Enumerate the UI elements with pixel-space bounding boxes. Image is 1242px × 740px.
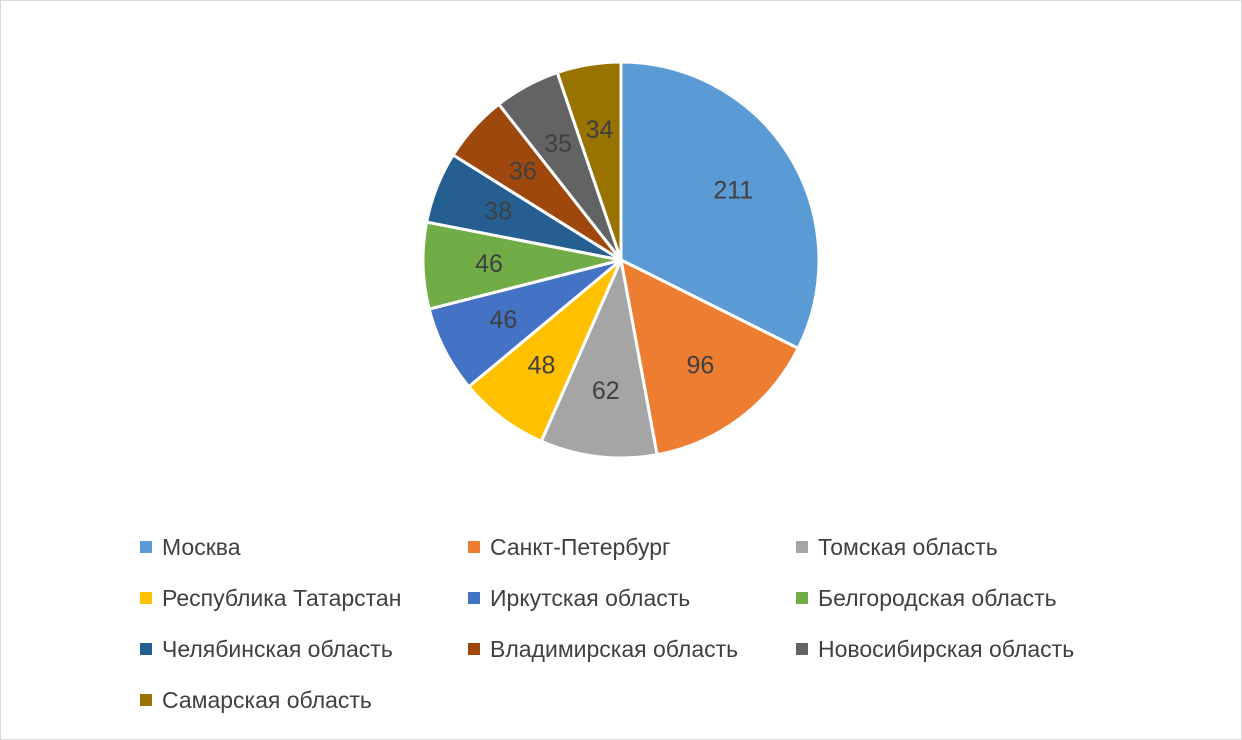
legend-swatch <box>140 592 152 604</box>
legend-label: Республика Татарстан <box>162 584 402 611</box>
legend-swatch <box>796 592 808 604</box>
legend-label: Москва <box>162 533 241 560</box>
legend-label: Владимирская область <box>490 635 739 662</box>
data-label: 46 <box>475 250 503 278</box>
legend-item: Иркутская область <box>468 579 796 617</box>
pie-slice <box>619 258 800 457</box>
data-label: 48 <box>528 351 556 379</box>
legend-item: Владимирская область <box>468 630 796 668</box>
legend-swatch <box>796 643 808 655</box>
chart-legend: Москва Санкт-Петербург Томская область Респ… <box>140 528 1126 732</box>
legend-label: Санкт-Петербург <box>490 533 671 560</box>
legend-item: Санкт-Петербург <box>468 528 796 566</box>
legend-label: Иркутская область <box>490 584 691 611</box>
legend-item: Новосибирская область <box>796 630 1126 668</box>
data-label: 35 <box>544 130 572 158</box>
legend-label: Новосибирская область <box>818 635 1075 662</box>
legend-swatch <box>468 592 480 604</box>
legend-item: Белгородская область <box>796 579 1126 617</box>
legend-label: Белгородская область <box>818 584 1057 611</box>
legend-swatch <box>140 541 152 553</box>
legend-swatch <box>140 643 152 655</box>
legend-label: Томская область <box>818 533 998 560</box>
legend-swatch <box>140 694 152 706</box>
data-label: 38 <box>484 198 512 226</box>
legend-item: Томская область <box>796 528 1126 566</box>
legend-swatch <box>468 541 480 553</box>
pie-slice <box>539 258 659 460</box>
legend-item: Челябинская область <box>140 630 468 668</box>
data-label: 211 <box>713 177 753 205</box>
pie-slice <box>619 60 821 350</box>
data-label: 46 <box>490 306 518 334</box>
pie-slice <box>555 60 623 262</box>
data-label: 96 <box>687 351 715 379</box>
data-label: 34 <box>586 116 614 144</box>
legend-item: Самарская область <box>140 681 468 719</box>
legend-label: Самарская область <box>162 686 372 713</box>
legend-item: Республика Татарстан <box>140 579 468 617</box>
legend-swatch <box>468 643 480 655</box>
legend-swatch <box>796 541 808 553</box>
legend-item: Москва <box>140 528 468 566</box>
legend-label: Челябинская область <box>162 635 393 662</box>
data-label: 62 <box>592 377 620 405</box>
data-label: 36 <box>509 158 537 186</box>
